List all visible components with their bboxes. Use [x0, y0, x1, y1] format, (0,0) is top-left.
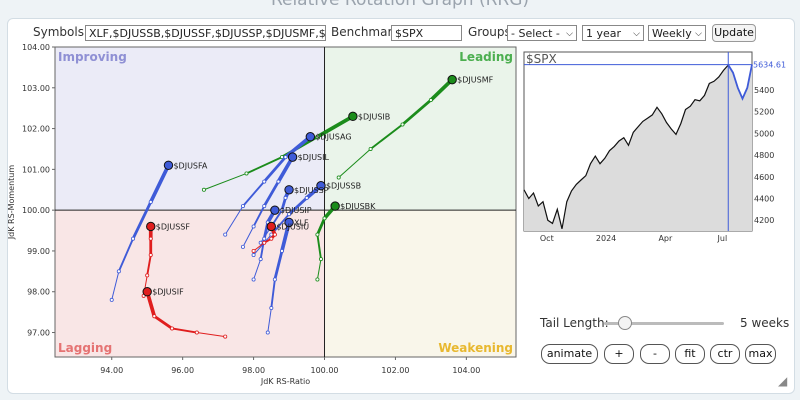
symbols-label: Symbols: [33, 25, 88, 39]
chevron-down-icon: ⌵ [633, 29, 640, 39]
benchmark-input[interactable]: $SPX [391, 25, 462, 41]
resize-handle-icon[interactable]: ◢ [778, 374, 788, 388]
page-title: Relative Rotation Graph (RRG) [270, 0, 530, 10]
interval-select-value: Weekly [652, 27, 692, 40]
update-button[interactable]: Update [712, 24, 756, 42]
chevron-down-icon: ⌵ [566, 29, 573, 39]
ctr-button[interactable]: ctr [710, 344, 740, 364]
groups-label: Groups: [468, 25, 515, 39]
benchmark-label: Benchmark: [331, 25, 404, 39]
zoom-out-button[interactable]: - [640, 344, 670, 364]
animate-button[interactable]: animate [541, 344, 598, 364]
fit-button[interactable]: fit [675, 344, 705, 364]
tail-length-slider[interactable] [604, 322, 724, 325]
period-select-value: 1 year [586, 27, 622, 40]
groups-select-value: - Select - [511, 27, 560, 40]
groups-select[interactable]: - Select - ⌵ [507, 25, 577, 41]
period-select[interactable]: 1 year ⌵ [582, 25, 644, 41]
tail-length-value: 5 weeks [740, 316, 790, 330]
interval-select[interactable]: Weekly ⌵ [648, 25, 706, 41]
symbols-input[interactable]: XLF,$DJUSSB,$DJUSSF,$DJUSSP,$DJUSMF,$DJ [85, 25, 326, 41]
max-button[interactable]: max [745, 344, 776, 364]
rrg-panel [7, 18, 795, 394]
chevron-down-icon: ⌵ [695, 29, 702, 39]
tail-length-slider-handle[interactable] [618, 316, 632, 330]
zoom-in-button[interactable]: + [604, 344, 634, 364]
tail-length-label: Tail Length: [540, 316, 609, 330]
